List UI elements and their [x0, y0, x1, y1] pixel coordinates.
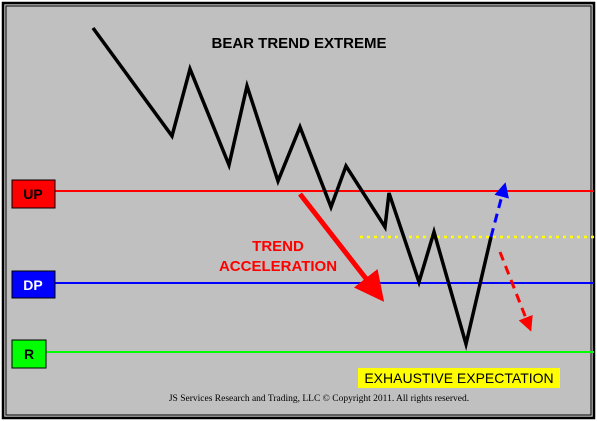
up-level-label: UP — [23, 186, 42, 202]
trend-acceleration-arrow — [298, 192, 385, 302]
r-level-label: R — [24, 346, 34, 362]
dp-level-label: DP — [23, 277, 42, 293]
projected-down-arrow — [498, 251, 533, 332]
price-path — [91, 26, 493, 351]
diagram-title: BEAR TREND EXTREME — [211, 35, 386, 52]
projected-up-arrow — [489, 182, 509, 238]
r-level-badge: R — [11, 339, 47, 369]
trend-label-line1: TREND — [252, 238, 304, 255]
exhaustive-expectation-label: EXHAUSTIVE EXPECTATION — [364, 370, 553, 386]
exhaustive-expectation-box: EXHAUSTIVE EXPECTATION — [358, 368, 560, 388]
copyright-footer: JS Services Research and Trading, LLC © … — [169, 393, 469, 404]
trend-label-line2: ACCELERATION — [219, 258, 337, 275]
inner-border — [5, 5, 592, 416]
dp-level-badge: DP — [11, 270, 56, 299]
up-level-badge: UP — [11, 179, 56, 209]
